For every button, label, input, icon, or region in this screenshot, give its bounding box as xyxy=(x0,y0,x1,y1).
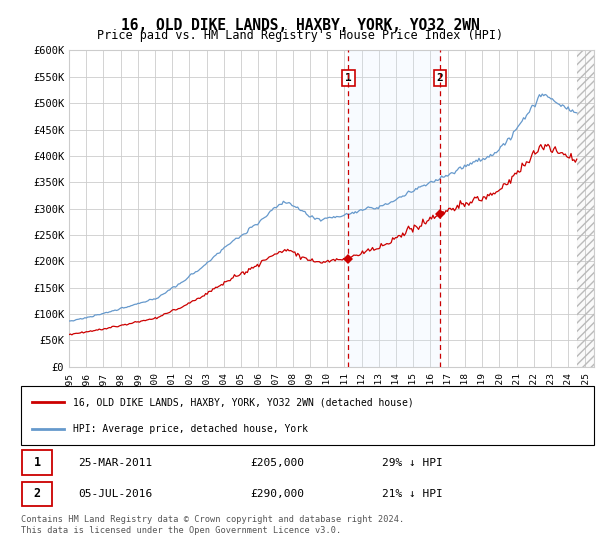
Text: 16, OLD DIKE LANDS, HAXBY, YORK, YO32 2WN: 16, OLD DIKE LANDS, HAXBY, YORK, YO32 2W… xyxy=(121,18,479,33)
FancyBboxPatch shape xyxy=(21,386,594,445)
Text: 1: 1 xyxy=(345,73,352,83)
Bar xyxy=(577,50,594,367)
Bar xyxy=(577,50,594,367)
Text: 2: 2 xyxy=(34,487,41,501)
FancyBboxPatch shape xyxy=(22,450,52,475)
FancyBboxPatch shape xyxy=(22,482,52,506)
Text: Price paid vs. HM Land Registry's House Price Index (HPI): Price paid vs. HM Land Registry's House … xyxy=(97,29,503,42)
Text: £205,000: £205,000 xyxy=(250,458,304,468)
Text: 21% ↓ HPI: 21% ↓ HPI xyxy=(382,489,443,499)
Text: Contains HM Land Registry data © Crown copyright and database right 2024.
This d: Contains HM Land Registry data © Crown c… xyxy=(21,515,404,535)
Text: 25-MAR-2011: 25-MAR-2011 xyxy=(79,458,152,468)
Text: 2: 2 xyxy=(436,73,443,83)
Text: 05-JUL-2016: 05-JUL-2016 xyxy=(79,489,152,499)
Text: HPI: Average price, detached house, York: HPI: Average price, detached house, York xyxy=(73,424,308,435)
Text: 1: 1 xyxy=(34,456,41,469)
Text: 29% ↓ HPI: 29% ↓ HPI xyxy=(382,458,443,468)
Text: £290,000: £290,000 xyxy=(250,489,304,499)
Bar xyxy=(349,50,440,367)
Text: 16, OLD DIKE LANDS, HAXBY, YORK, YO32 2WN (detached house): 16, OLD DIKE LANDS, HAXBY, YORK, YO32 2W… xyxy=(73,397,413,407)
